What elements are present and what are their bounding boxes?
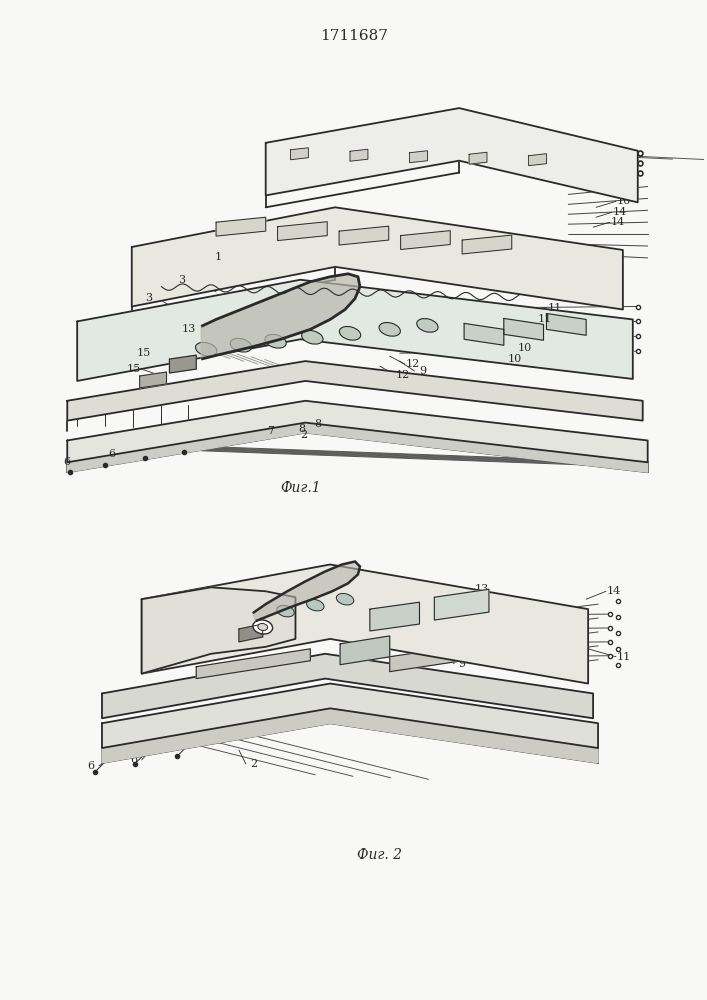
- Polygon shape: [67, 401, 648, 462]
- Polygon shape: [469, 152, 487, 164]
- Text: 5: 5: [428, 131, 435, 141]
- Polygon shape: [504, 318, 544, 340]
- Polygon shape: [390, 639, 509, 672]
- Text: 15: 15: [216, 617, 230, 627]
- Text: 6: 6: [130, 755, 137, 765]
- Text: 12: 12: [405, 359, 420, 369]
- Text: 4: 4: [297, 141, 304, 151]
- Ellipse shape: [196, 342, 217, 356]
- Text: 13: 13: [181, 324, 195, 334]
- Text: 3: 3: [145, 293, 152, 303]
- Polygon shape: [266, 108, 638, 202]
- Text: 11: 11: [547, 303, 561, 313]
- Ellipse shape: [337, 593, 354, 605]
- Ellipse shape: [302, 330, 323, 344]
- Polygon shape: [253, 562, 360, 621]
- Ellipse shape: [339, 326, 361, 340]
- Polygon shape: [102, 654, 593, 718]
- Text: 1: 1: [214, 252, 221, 262]
- Text: 12: 12: [395, 370, 410, 380]
- Polygon shape: [141, 587, 296, 674]
- Polygon shape: [132, 207, 623, 310]
- Polygon shape: [197, 649, 310, 679]
- Polygon shape: [547, 313, 586, 335]
- Polygon shape: [339, 226, 389, 245]
- Polygon shape: [529, 154, 547, 166]
- Text: 6: 6: [108, 449, 115, 459]
- Text: 8: 8: [298, 424, 305, 434]
- Ellipse shape: [230, 338, 252, 352]
- Text: 14: 14: [613, 207, 627, 217]
- Text: 10: 10: [518, 343, 532, 353]
- Polygon shape: [170, 355, 197, 373]
- Polygon shape: [67, 361, 643, 421]
- Text: Фиг.1: Фиг.1: [280, 481, 321, 495]
- Text: 7: 7: [267, 676, 274, 686]
- Text: 11: 11: [617, 652, 631, 662]
- Polygon shape: [370, 602, 419, 631]
- Polygon shape: [102, 684, 598, 748]
- Text: 16: 16: [617, 196, 631, 206]
- Polygon shape: [291, 148, 308, 160]
- Ellipse shape: [258, 623, 268, 631]
- Ellipse shape: [416, 319, 438, 332]
- Polygon shape: [340, 636, 390, 665]
- Polygon shape: [77, 280, 633, 381]
- Ellipse shape: [307, 599, 324, 611]
- Polygon shape: [434, 589, 489, 620]
- Text: 3: 3: [177, 275, 185, 285]
- Text: 1711687: 1711687: [320, 29, 388, 43]
- Ellipse shape: [277, 605, 294, 617]
- Text: 4: 4: [358, 138, 366, 148]
- Polygon shape: [239, 624, 263, 642]
- Text: 11: 11: [537, 314, 551, 324]
- Polygon shape: [67, 423, 648, 472]
- Text: 2: 2: [300, 430, 307, 440]
- Ellipse shape: [265, 334, 286, 348]
- Text: 12: 12: [321, 576, 335, 586]
- Polygon shape: [140, 372, 166, 388]
- Text: 14: 14: [607, 586, 621, 596]
- Polygon shape: [216, 217, 266, 236]
- Polygon shape: [462, 235, 512, 254]
- Text: 6: 6: [64, 457, 71, 467]
- Polygon shape: [278, 222, 327, 241]
- Polygon shape: [102, 708, 598, 763]
- Text: 15: 15: [127, 364, 141, 374]
- Polygon shape: [401, 231, 450, 249]
- Text: 10: 10: [508, 354, 522, 364]
- Polygon shape: [409, 151, 428, 163]
- Text: 14: 14: [611, 217, 625, 227]
- Text: 8: 8: [290, 587, 297, 597]
- Ellipse shape: [253, 620, 273, 634]
- Text: 9: 9: [419, 366, 426, 376]
- Text: 15: 15: [136, 348, 151, 358]
- Ellipse shape: [379, 323, 400, 336]
- Text: 7: 7: [267, 426, 274, 436]
- Polygon shape: [464, 323, 504, 345]
- Text: 8: 8: [315, 419, 322, 429]
- Polygon shape: [201, 274, 360, 359]
- Text: 2: 2: [250, 759, 257, 769]
- Text: 8: 8: [268, 597, 275, 607]
- Text: 6: 6: [88, 761, 95, 771]
- Polygon shape: [141, 564, 588, 684]
- Text: 9: 9: [459, 659, 466, 669]
- Text: 1: 1: [152, 612, 159, 622]
- Text: 10: 10: [400, 622, 415, 632]
- Text: Фиг. 2: Фиг. 2: [357, 848, 402, 862]
- Polygon shape: [350, 149, 368, 161]
- Text: 13: 13: [475, 584, 489, 594]
- Text: 12: 12: [299, 586, 313, 596]
